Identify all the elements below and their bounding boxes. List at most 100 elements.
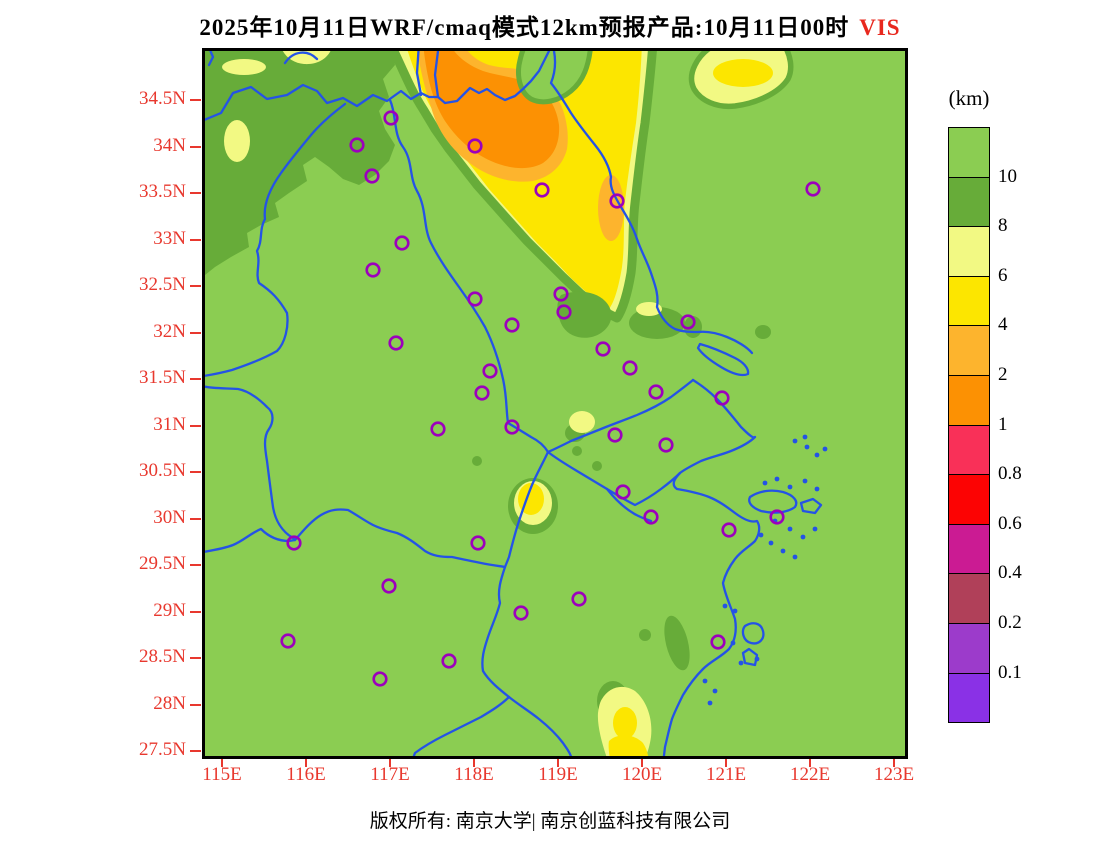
station-marker [607,427,623,443]
station-marker [643,509,659,525]
lat-label: 30N [153,506,186,528]
lon-label: 121E [705,764,747,785]
page-title: 2025年10月11日WRF/cmaq模式12km预报产品:10月11日00时 V… [0,8,1100,42]
colorbar-tick-label: 0.1 [998,661,1022,683]
islet-dot [814,452,820,458]
border-north [195,41,554,125]
lat-label: 33N [153,227,186,249]
islet-dot [814,486,820,492]
colorbar-segment [949,227,989,277]
station-marker [721,522,737,538]
lon-tick [893,759,895,767]
islet-dot [780,548,786,554]
lon-label: 122E [789,764,831,785]
station-marker [769,509,785,525]
station-marker [680,314,696,330]
lon-tick [305,759,307,767]
lat-tick [190,517,201,520]
colorbar [948,127,990,724]
colorbar-segment [949,574,989,624]
border-west-upper [195,102,347,379]
islet-dot [768,540,774,546]
colorbar-segment [949,128,989,178]
lat-label: 28N [153,692,186,714]
islet-dot [802,478,808,484]
lat-label: 29N [153,599,186,621]
lat-tick [190,424,201,427]
colorbar-tick-label: 8 [998,215,1008,237]
zhejiang-coastline [661,378,761,766]
station-marker [658,437,674,453]
islet-dot [787,484,793,490]
chongming-island [696,342,750,377]
province-borders [195,41,823,766]
islet-dot [722,603,728,609]
lat-tick [190,99,201,101]
station-marker [280,633,296,649]
station-marker [553,286,569,302]
region-scattered-spots [472,291,771,764]
lat-tick [190,331,201,334]
islet-dot [758,532,764,538]
border-south-anhui [195,508,507,569]
lat-label: 34N [153,134,186,156]
colorbar-tick-label: 2 [998,364,1008,385]
station-marker [513,605,529,621]
lat-tick [190,378,201,380]
colorbar-tick-label: 1 [998,413,1008,435]
region-low-visibility-plume [385,38,658,323]
station-marker [430,421,446,437]
islet-dot [754,656,760,662]
station-marker [571,591,587,607]
lon-tick [389,759,391,767]
colorbar-tick-label: 0.6 [998,512,1022,534]
colorbar-segment [949,375,989,426]
lat-label: 31N [153,413,186,435]
border-west-lower [195,383,297,542]
station-marker [474,385,490,401]
colorbar-segment [949,177,989,228]
islet-dot [822,446,828,452]
lat-tick [190,610,201,613]
lat-label: 34.5N [139,88,186,109]
lat-tick [190,285,201,287]
colorbar-segment [949,673,989,723]
colorbar-segment [949,475,989,525]
colorbar-tick-label: 0.4 [998,562,1022,584]
station-marker [349,137,365,153]
colorbar-tick-label: 0.8 [998,463,1022,485]
lon-label: 118E [454,764,494,785]
colorbar-segment [949,425,989,476]
station-marker [482,363,498,379]
station-marker [364,168,380,184]
lat-label: 30.5N [139,460,186,481]
lon-label: 115E [202,764,242,785]
station-marker [504,317,520,333]
station-marker [381,578,397,594]
islet-dot [774,476,780,482]
border-anhui-jiangsu [388,98,510,425]
lat-tick [190,750,201,752]
lat-tick [190,238,201,241]
colorbar-segment [949,623,989,674]
station-marker [556,304,572,320]
islet-dot [804,444,810,450]
station-marker [648,384,664,400]
lon-label: 117E [370,764,410,785]
islet-dot [802,434,808,440]
lon-label: 119E [538,764,578,785]
station-marker [714,390,730,406]
colorbar-tick-label: 10 [998,165,1017,187]
lat-label: 33.5N [139,181,186,202]
islet-dot [730,640,736,646]
colorbar-segment [949,524,989,575]
forecast-map [195,38,908,766]
station-marker [388,335,404,351]
station-marker [467,138,483,154]
station-marker [622,360,638,376]
colorbar-segment [949,326,989,376]
lat-tick [190,192,201,194]
border-zhejiang-west [481,450,575,766]
lon-tick [641,759,643,767]
lon-tick [473,759,475,767]
